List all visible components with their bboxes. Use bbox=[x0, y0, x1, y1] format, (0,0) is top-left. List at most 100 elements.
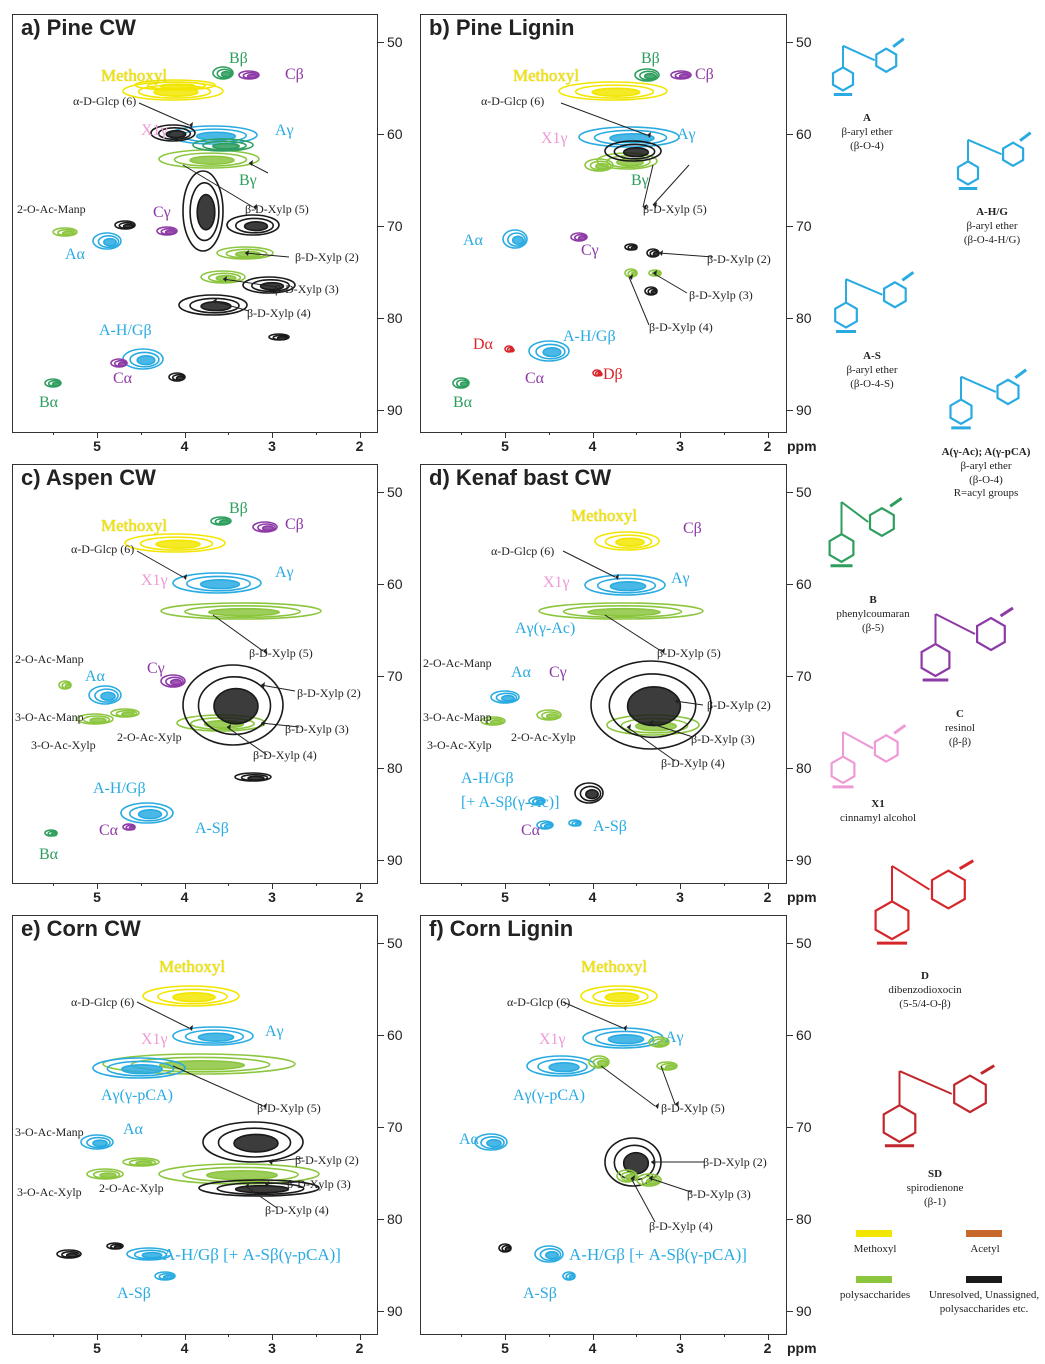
peak-label: A-H/Gβ [+ A-Sβ(γ-pCA)] bbox=[163, 1245, 341, 1264]
leader-arrow bbox=[643, 204, 647, 210]
contour-peak bbox=[656, 1040, 668, 1047]
leader-arrow bbox=[213, 298, 217, 304]
contour-peak bbox=[545, 1250, 559, 1260]
peak-label: β-D-Xylp (2) bbox=[295, 250, 359, 264]
contour-peak bbox=[150, 124, 196, 142]
contour-peak bbox=[103, 237, 117, 247]
structure-desc: cinnamyl alcohol bbox=[839, 811, 917, 824]
leader-arrow bbox=[653, 202, 657, 208]
structure-drawing bbox=[920, 606, 1014, 682]
structure-drawing bbox=[956, 131, 1032, 190]
peak-label: Aα bbox=[65, 246, 85, 263]
contour-peak bbox=[155, 539, 201, 549]
contour-peak bbox=[507, 232, 526, 247]
contour-peak bbox=[639, 70, 658, 81]
peak-label: Aγ bbox=[665, 1029, 684, 1046]
contour-peak bbox=[616, 1169, 638, 1183]
contour-peak bbox=[92, 1170, 121, 1179]
contour-peak bbox=[137, 809, 163, 820]
contour-peak bbox=[157, 988, 228, 1005]
contour-peak bbox=[495, 692, 518, 703]
peak-label: A-H/Gβ bbox=[93, 780, 146, 797]
peak-label: 3-O-Ac-Xylp bbox=[17, 1185, 82, 1199]
y-tick-label: 80 bbox=[387, 1211, 403, 1227]
leader-arrow bbox=[245, 1183, 249, 1189]
legend-label: Unresolved, Unassigned, polysaccharides … bbox=[928, 1289, 1040, 1315]
contour-peak bbox=[504, 1246, 512, 1252]
peak-label: A-Sβ bbox=[195, 820, 229, 837]
peak-label: β-D-Xylp (4) bbox=[265, 1203, 329, 1217]
peak-label: Methoxyl bbox=[159, 957, 226, 976]
y-tick bbox=[786, 1127, 793, 1128]
contour-peak bbox=[86, 1136, 111, 1149]
contour-peak bbox=[64, 683, 72, 689]
peak-label: β-D-Xylp (2) bbox=[707, 252, 771, 266]
x-tick-label: 5 bbox=[93, 1340, 101, 1356]
contour-peak bbox=[124, 533, 226, 553]
x-tick-label: 4 bbox=[180, 889, 189, 905]
contour-peak bbox=[51, 381, 61, 387]
contour-peak bbox=[172, 572, 262, 594]
peak-label: X1γ bbox=[541, 130, 568, 147]
structure-linkage: (β-5) bbox=[861, 621, 885, 634]
contour-peak bbox=[146, 81, 207, 90]
contour-peak bbox=[528, 340, 570, 362]
peak-label: Methoxyl bbox=[513, 66, 580, 85]
contour-peak bbox=[568, 1274, 576, 1280]
peak-label: Cβ bbox=[695, 66, 714, 83]
contour-peak bbox=[202, 140, 247, 151]
peak-label: Aα bbox=[85, 668, 105, 685]
contour-peak bbox=[100, 691, 116, 701]
contour-peak bbox=[234, 217, 275, 234]
contour-peak bbox=[135, 1160, 153, 1166]
structure-linkage: (β-O-4) bbox=[850, 139, 884, 152]
contour-peak bbox=[591, 87, 641, 97]
contour-peak bbox=[634, 68, 660, 82]
peak-label: β-D-Xylp (5) bbox=[661, 1101, 725, 1115]
contour-peak bbox=[541, 711, 560, 720]
x-axis: 5 4 3 2 bbox=[12, 883, 376, 913]
structure-linkage: (β-β) bbox=[948, 735, 972, 748]
contour-peak bbox=[182, 170, 224, 252]
y-axis: 50 60 70 80 90 bbox=[377, 14, 421, 431]
leader-line bbox=[562, 550, 616, 578]
x-tick bbox=[272, 883, 273, 889]
contour-peak bbox=[474, 1133, 508, 1151]
contour-peak bbox=[562, 605, 683, 619]
y-tick-label: 80 bbox=[796, 310, 812, 326]
legend-swatch bbox=[966, 1276, 1002, 1283]
bond bbox=[980, 1064, 996, 1075]
structure-linkage: (β-O-4) bbox=[969, 473, 1003, 486]
leader-line bbox=[652, 164, 690, 206]
structure-linkage: (β-O-4-S) bbox=[850, 377, 894, 390]
structure-name: X1 bbox=[871, 798, 885, 810]
contour-peak bbox=[597, 371, 603, 377]
panel-title: f) Corn Lignin bbox=[429, 916, 574, 941]
structure-desc: phenylcoumaran bbox=[836, 607, 910, 620]
contour-peak bbox=[643, 72, 657, 80]
peak-label: β-D-Xylp (3) bbox=[275, 282, 339, 296]
leader-arrow bbox=[261, 720, 265, 726]
contour-peak bbox=[574, 782, 604, 804]
peak-label: Dβ bbox=[603, 366, 623, 383]
contour-peak bbox=[133, 1249, 168, 1260]
x-minor-tick bbox=[548, 883, 550, 886]
peak-label: Bγ bbox=[239, 172, 257, 189]
contour-peak bbox=[92, 1139, 108, 1148]
contour-peak bbox=[172, 991, 216, 1003]
y-tick-label: 60 bbox=[387, 126, 403, 142]
peak-label: β-D-Xylp (3) bbox=[287, 1177, 351, 1191]
contour-peak bbox=[92, 232, 122, 250]
spectrum-panel: b) Pine Lignin Bβ Cβ Methoxyl α-D-Glcp (6) X1… bbox=[420, 14, 787, 433]
contour-peak bbox=[89, 717, 107, 724]
contour-peak bbox=[142, 985, 240, 1007]
structure-name: B bbox=[869, 594, 877, 606]
contour-peak bbox=[678, 73, 690, 79]
leader-line bbox=[600, 1065, 656, 1107]
aromatic-ring bbox=[920, 642, 951, 678]
contour-peak bbox=[615, 537, 645, 547]
aromatic-ring bbox=[949, 398, 973, 426]
contour-peak bbox=[86, 1168, 124, 1180]
contour-peak bbox=[162, 1274, 174, 1280]
